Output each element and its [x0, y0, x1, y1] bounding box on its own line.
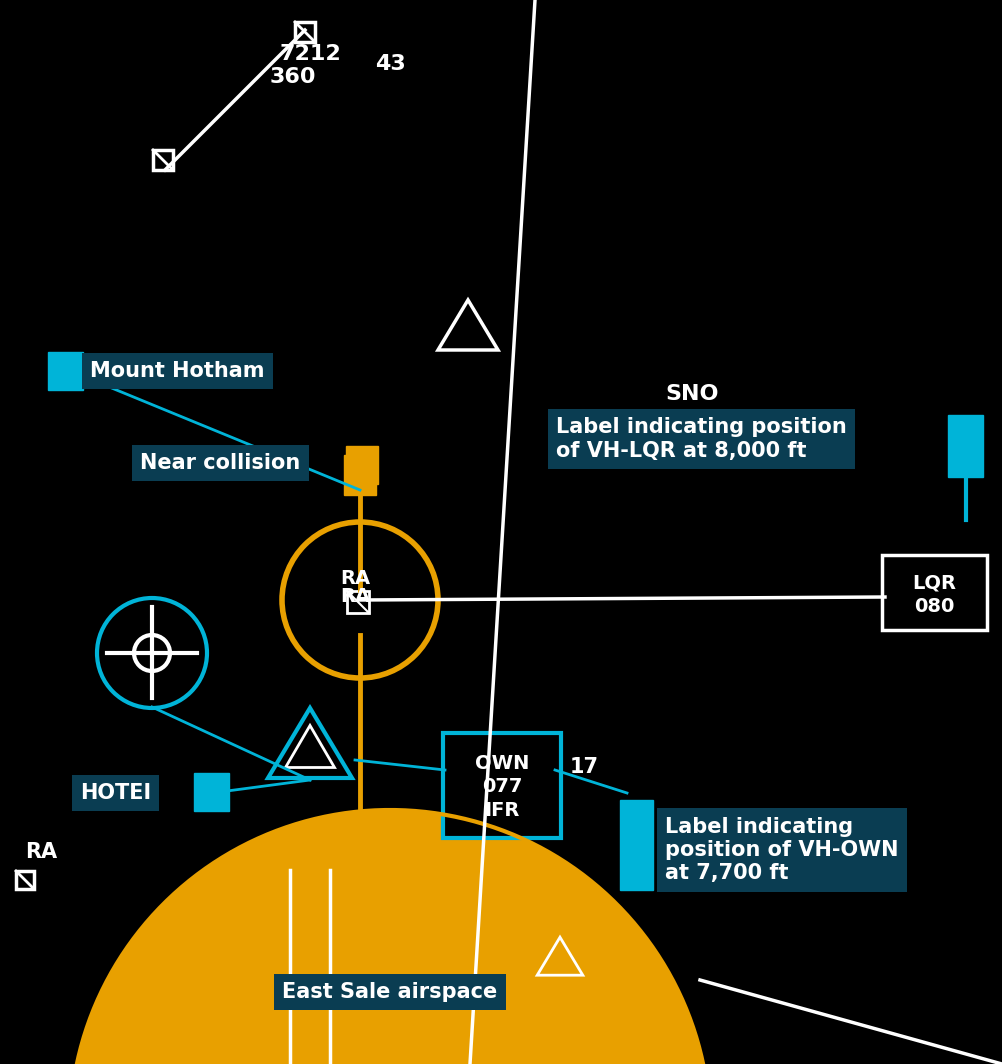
Bar: [344, 455, 376, 495]
Bar: [16, 871, 34, 890]
Text: Near collision: Near collision: [140, 453, 301, 473]
Bar: [882, 555, 987, 630]
Text: 7212: 7212: [280, 44, 342, 64]
Bar: [295, 22, 315, 41]
Bar: [344, 870, 376, 910]
Text: RA: RA: [25, 842, 57, 862]
Text: RA: RA: [340, 569, 370, 588]
Bar: [620, 800, 653, 890]
Bar: [443, 733, 561, 838]
Text: SNO: SNO: [665, 384, 718, 404]
Bar: [194, 774, 229, 811]
Text: RA: RA: [340, 587, 370, 606]
Text: 17: 17: [570, 757, 599, 777]
Text: Mount Hotham: Mount Hotham: [90, 361, 265, 381]
Text: Label indicating position
of VH-LQR at 8,000 ft: Label indicating position of VH-LQR at 8…: [556, 417, 847, 461]
Text: 43: 43: [375, 54, 406, 74]
Bar: [153, 150, 173, 170]
Text: Label indicating
position of VH-OWN
at 7,700 ft: Label indicating position of VH-OWN at 7…: [665, 817, 899, 883]
Polygon shape: [70, 810, 710, 1064]
Bar: [347, 591, 369, 613]
Bar: [948, 415, 983, 477]
Text: East Sale airspace: East Sale airspace: [283, 982, 498, 1002]
Text: OWN
077
IFR: OWN 077 IFR: [475, 754, 529, 820]
Text: HOTEI: HOTEI: [80, 783, 151, 803]
Bar: [346, 446, 378, 484]
Bar: [48, 352, 83, 390]
Text: LQR
080: LQR 080: [912, 573, 956, 616]
Text: 360: 360: [270, 67, 317, 87]
